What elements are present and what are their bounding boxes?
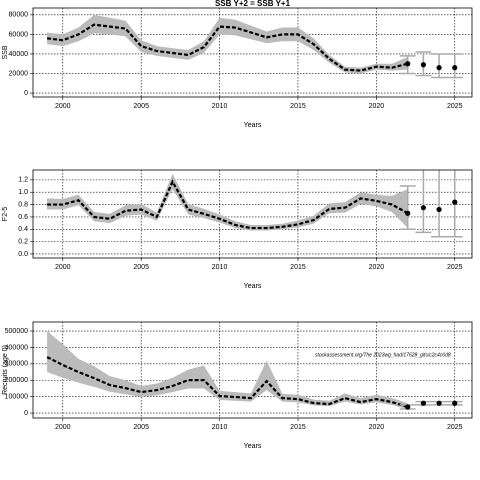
projection-point: [436, 206, 442, 213]
y-axis-label: F2-5: [2, 207, 9, 222]
plot-frame: [32, 7, 473, 98]
y-axis-label: SSB: [2, 45, 9, 59]
projection-point: [420, 205, 426, 211]
x-axis-label: Years: [244, 283, 262, 290]
y-tick-label: 0: [24, 410, 28, 417]
x-tick-label: 2015: [290, 103, 306, 110]
plot-frame: [32, 321, 473, 419]
panel: SSB Y+2 = SSB Y+1 SSB Years 0 20000 40000 6000…: [2, 0, 473, 129]
projection-point: [405, 61, 411, 67]
y-tick-label: 60000: [9, 31, 29, 38]
projection-point: [436, 65, 442, 71]
estimate-line: [47, 179, 409, 230]
y-tick-label: 300000: [5, 361, 28, 368]
x-tick-label: 2000: [55, 103, 71, 110]
x-tick-label: 2025: [447, 103, 463, 110]
x-tick-label: 2005: [133, 103, 149, 110]
y-tick-label: 0.6: [18, 214, 28, 221]
y-tick-label: 40000: [9, 51, 29, 58]
y-tick-label: 200000: [5, 377, 28, 384]
estimate-line: [46, 23, 408, 72]
chart-title: SSB Y+2 = SSB Y+1: [215, 0, 291, 8]
x-tick-label: 2010: [212, 264, 228, 271]
x-tick-label: 2005: [133, 424, 149, 431]
y-tick-label: 0.8: [18, 201, 28, 208]
x-tick-label: 2015: [290, 264, 306, 271]
y-axis-label: Recruits (age 0): [2, 345, 9, 395]
confidence-band: [47, 14, 408, 74]
y-tick-label: 0: [24, 90, 28, 97]
projection-point: [452, 400, 458, 406]
x-axis-label: Years: [244, 443, 262, 450]
estimate-line: [46, 356, 409, 409]
y-tick-label: 400000: [5, 344, 28, 351]
y-tick-label: 80000: [9, 12, 29, 19]
y-tick-label: 100000: [5, 394, 28, 401]
x-tick-label: 2010: [212, 424, 228, 431]
x-tick-label: 2020: [369, 424, 385, 431]
projection-point: [452, 65, 458, 71]
y-tick-label: 20000: [9, 70, 29, 77]
confidence-band: [47, 331, 408, 410]
plot-frame: [32, 169, 473, 259]
x-tick-label: 2000: [55, 424, 71, 431]
y-tick-label: 500000: [5, 328, 28, 335]
y-tick-label: 0.4: [18, 226, 28, 233]
x-tick-label: 2010: [212, 103, 228, 110]
panel: Recruits (age 0) Years 0 100000 200000 300000…: [2, 321, 473, 450]
y-tick-label: 1.0: [18, 189, 28, 196]
x-tick-label: 2025: [447, 424, 463, 431]
x-tick-label: 2020: [369, 103, 385, 110]
projection-point: [420, 400, 426, 406]
plot-area: [47, 170, 463, 238]
projection-point: [405, 210, 411, 216]
projection-point: [452, 199, 458, 205]
plot-area: [46, 331, 463, 410]
y-tick-label: 1.2: [18, 177, 28, 184]
x-tick-label: 2020: [369, 264, 385, 271]
projection-point: [420, 62, 426, 68]
projection-point: [405, 404, 411, 410]
x-tick-label: 2000: [55, 264, 71, 271]
plot-area: [46, 14, 463, 79]
y-tick-label: 0.0: [18, 251, 28, 258]
projection-point: [436, 400, 442, 406]
annotation: stockassessment.org/The 2023wg_had/17628…: [315, 352, 451, 358]
y-tick-label: 0.2: [18, 238, 28, 245]
x-axis-label: Years: [244, 122, 262, 129]
x-tick-label: 2005: [133, 264, 149, 271]
panel: F2-5 Years 0.0 0.2 0.4 0.6 0.8 1.0 1.2 2000 2005 20…: [2, 169, 473, 290]
x-tick-label: 2025: [447, 264, 463, 271]
x-tick-label: 2015: [290, 424, 306, 431]
